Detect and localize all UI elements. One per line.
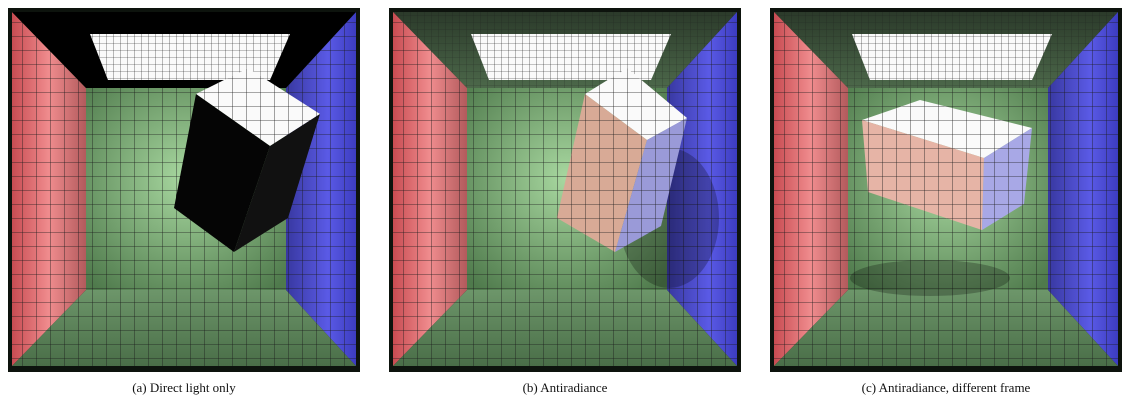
render-c [770,8,1122,372]
caption: (c) Antiradiance, different frame [862,380,1031,395]
caption: (b) Antiradiance [523,380,608,395]
render-b [389,8,741,372]
figure: (a) Direct light only (b) Antiradiance (… [0,0,1130,403]
caption: (a) Direct light only [132,380,236,395]
page: body { margin: 0; width: 1130px; height:… [0,0,1130,403]
page-body: {"figure": {"captions": ["(a) Direct lig… [0,0,1130,403]
render-a [8,8,360,372]
